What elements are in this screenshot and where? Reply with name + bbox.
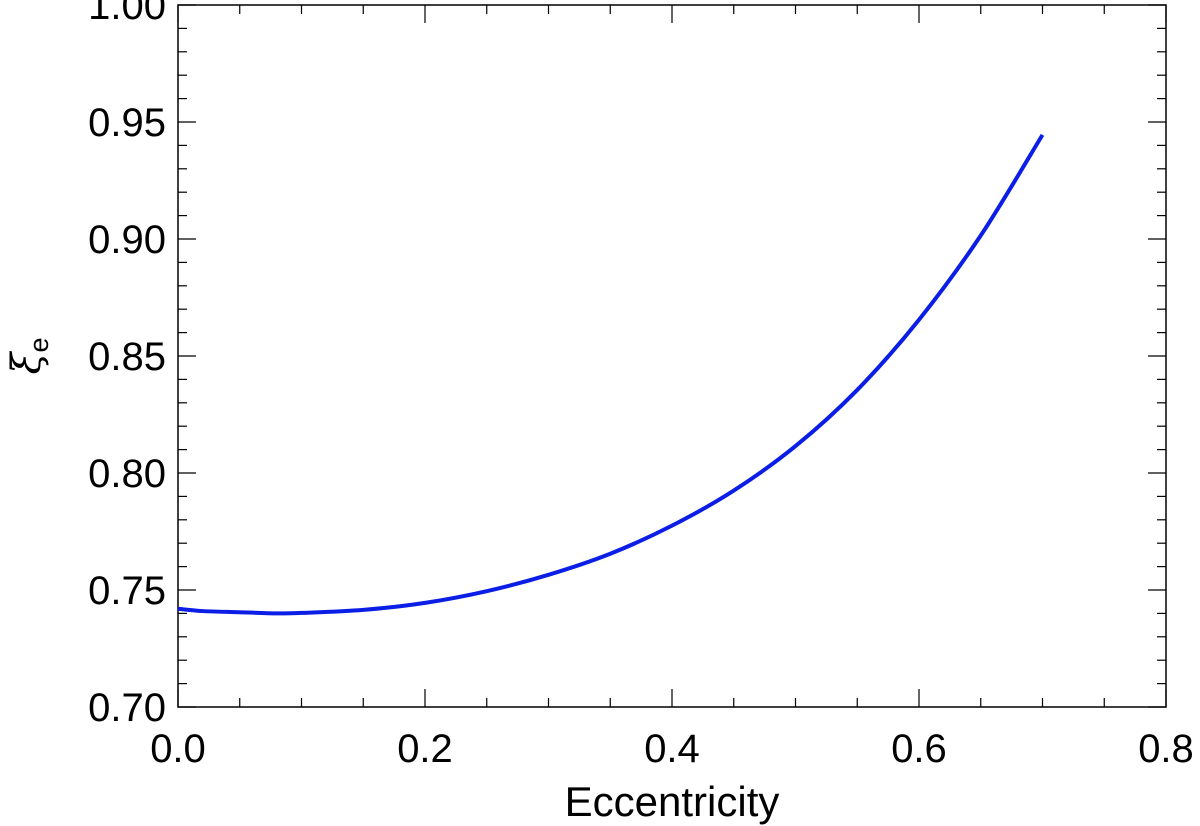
x-tick-label: 0.0 <box>150 727 206 771</box>
y-axis-label-subscript: e <box>24 337 54 352</box>
y-tick-label: 1.00 <box>88 0 166 28</box>
y-tick-label: 0.90 <box>88 218 166 262</box>
y-tick-label: 0.80 <box>88 452 166 496</box>
x-axis-label: Eccentricity <box>565 778 780 825</box>
y-tick-label: 0.85 <box>88 335 166 379</box>
y-tick-label: 0.70 <box>88 686 166 730</box>
plot-frame <box>177 4 1167 708</box>
series-lines <box>177 133 1045 616</box>
x-tick-label: 0.8 <box>1138 727 1194 771</box>
svg-text:ξe: ξe <box>4 337 54 374</box>
y-tick-labels: 0.70 0.75 0.80 0.85 0.90 0.95 1.00 <box>88 0 166 730</box>
x-tick-labels: 0.0 0.2 0.4 0.6 0.8 <box>150 727 1194 771</box>
y-axis-label-symbol: ξ <box>4 351 50 375</box>
y-tick-label: 0.95 <box>88 101 166 145</box>
x-tick-label: 0.2 <box>397 727 453 771</box>
y-axis-label: ξe <box>4 337 54 374</box>
series-line <box>177 133 1045 616</box>
axis-ticks <box>177 4 1167 708</box>
y-tick-label: 0.75 <box>88 569 166 613</box>
x-tick-label: 0.6 <box>891 727 947 771</box>
x-tick-label: 0.4 <box>644 727 700 771</box>
